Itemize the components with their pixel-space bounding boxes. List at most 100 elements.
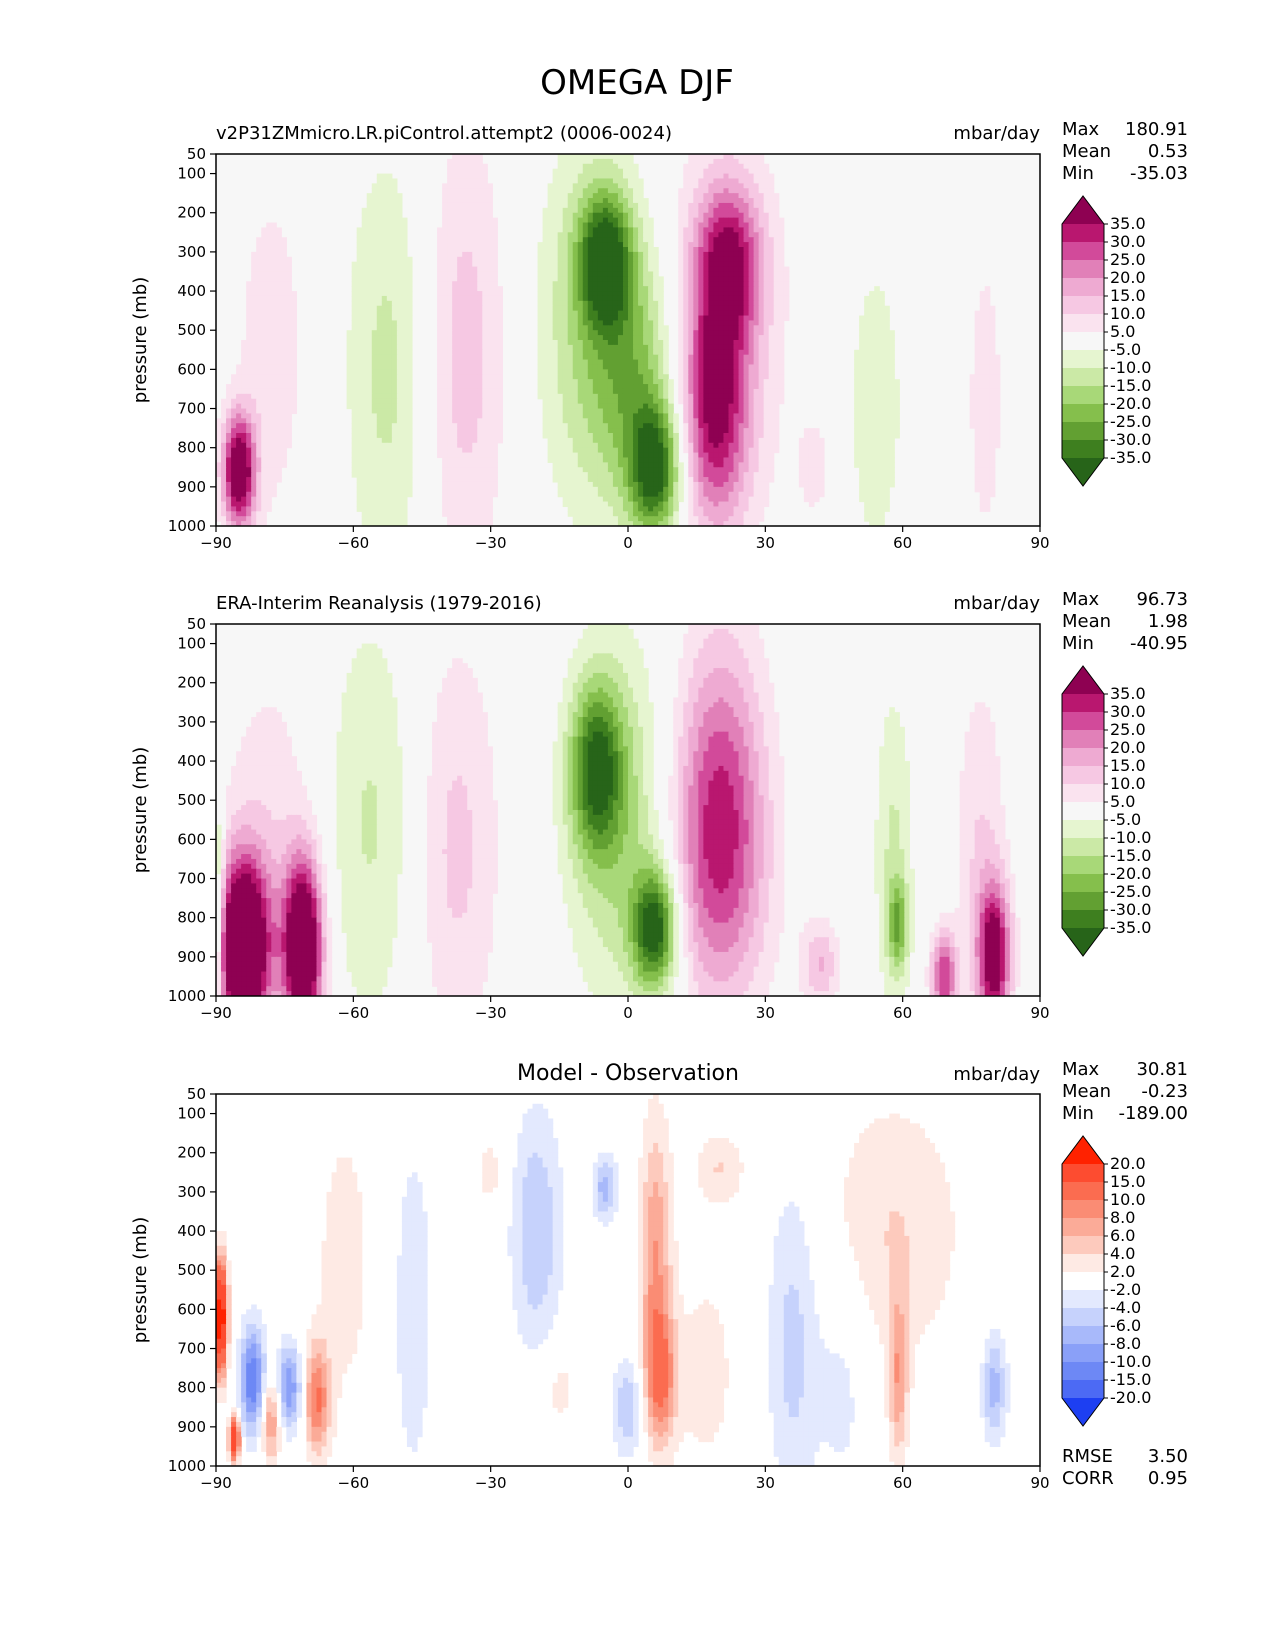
- contour-cell: [597, 300, 604, 307]
- contour-cell: [723, 428, 730, 434]
- contour-cell: [869, 398, 875, 405]
- contour-cell: [266, 364, 272, 370]
- contour-cell: [452, 198, 458, 204]
- contour-cell: [386, 408, 393, 415]
- contour-cell: [552, 178, 559, 184]
- contour-cell: [994, 433, 1001, 439]
- contour-cell: [366, 433, 373, 439]
- contour-cell: [286, 403, 292, 410]
- contour-cell: [552, 369, 559, 375]
- contour-cell: [291, 403, 297, 410]
- contour-cell: [758, 305, 765, 312]
- contour-cell: [597, 183, 604, 189]
- contour-cell: [376, 408, 383, 415]
- contour-cell: [276, 340, 282, 346]
- contour-cell: [452, 408, 458, 415]
- contour-cell: [482, 237, 488, 243]
- contour-cell: [688, 271, 694, 277]
- contour-cell: [683, 256, 689, 263]
- contour-cell: [602, 340, 609, 346]
- contour-cell: [371, 388, 378, 395]
- contour-cell: [678, 340, 684, 346]
- contour-cell: [602, 398, 609, 405]
- contour-cell: [447, 344, 453, 351]
- contour-cell: [582, 364, 589, 370]
- contour-cell: [457, 428, 463, 434]
- contour-cell: [628, 359, 634, 366]
- contour-cell: [577, 393, 584, 400]
- contour-cell: [698, 271, 704, 277]
- contour-cell: [617, 442, 624, 449]
- contour-cell: [457, 256, 463, 263]
- contour-cell: [592, 344, 599, 351]
- contour-cell: [648, 320, 654, 326]
- contour-cell: [859, 364, 865, 370]
- contour-cell: [356, 256, 363, 263]
- contour-cell: [497, 364, 503, 370]
- contour-cell: [718, 281, 725, 287]
- contour-cell: [266, 388, 272, 395]
- contour-cell: [622, 188, 629, 194]
- contour-cell: [703, 242, 709, 248]
- contour-cell: [351, 310, 358, 317]
- contour-cell: [622, 281, 629, 287]
- contour-cell: [718, 330, 725, 336]
- contour-cell: [231, 413, 237, 419]
- contour-cell: [617, 344, 624, 351]
- contour-cell: [748, 242, 755, 248]
- contour-cell: [698, 349, 704, 356]
- contour-cell: [587, 433, 594, 439]
- contour-cell: [291, 349, 297, 356]
- contour-cell: [391, 388, 398, 395]
- contour-cell: [236, 423, 242, 429]
- contour-cell: [547, 286, 554, 292]
- contour-cell: [396, 340, 403, 346]
- contour-cell: [462, 413, 468, 419]
- contour-cell: [768, 325, 775, 331]
- contour-cell: [592, 379, 599, 385]
- contour-cell: [678, 271, 684, 277]
- contour-cell: [678, 222, 684, 229]
- contour-cell: [869, 433, 875, 439]
- contour-cell: [597, 158, 604, 165]
- contour-cell: [874, 428, 880, 434]
- contour-cell: [763, 222, 770, 229]
- contour-cell: [467, 247, 473, 253]
- contour-cell: [572, 247, 579, 253]
- contour-cell: [256, 388, 262, 395]
- contour-cell: [386, 335, 393, 341]
- contour-cell: [487, 271, 493, 277]
- contour-cell: [643, 300, 649, 307]
- contour-cell: [552, 325, 559, 331]
- contour-cell: [276, 256, 282, 263]
- contour-cell: [406, 418, 413, 424]
- contour-cell: [612, 173, 619, 180]
- contour-cell: [386, 398, 393, 405]
- contour-cell: [597, 349, 604, 356]
- contour-cell: [482, 335, 488, 341]
- contour-cell: [643, 310, 649, 317]
- contour-cell: [346, 388, 353, 395]
- contour-cell: [371, 256, 378, 263]
- contour-cell: [477, 359, 483, 366]
- contour-cell: [773, 227, 780, 233]
- contour-cell: [442, 447, 448, 454]
- contour-cell: [602, 359, 609, 366]
- contour-cell: [708, 335, 715, 341]
- contour-cell: [577, 154, 584, 160]
- contour-cell: [552, 300, 559, 307]
- contour-cell: [733, 325, 740, 331]
- contour-cell: [688, 335, 694, 341]
- contour-cell: [381, 291, 388, 297]
- contour-cell: [271, 447, 277, 454]
- contour-cell: [602, 388, 609, 395]
- contour-cell: [884, 423, 890, 429]
- contour-cell: [447, 168, 453, 175]
- contour-cell: [391, 227, 398, 233]
- contour-cell: [638, 271, 644, 277]
- contour-cell: [708, 359, 715, 366]
- contour-cell: [718, 315, 725, 322]
- contour-cell: [452, 379, 458, 385]
- contour-cell: [698, 447, 704, 454]
- contour-cell: [597, 271, 604, 277]
